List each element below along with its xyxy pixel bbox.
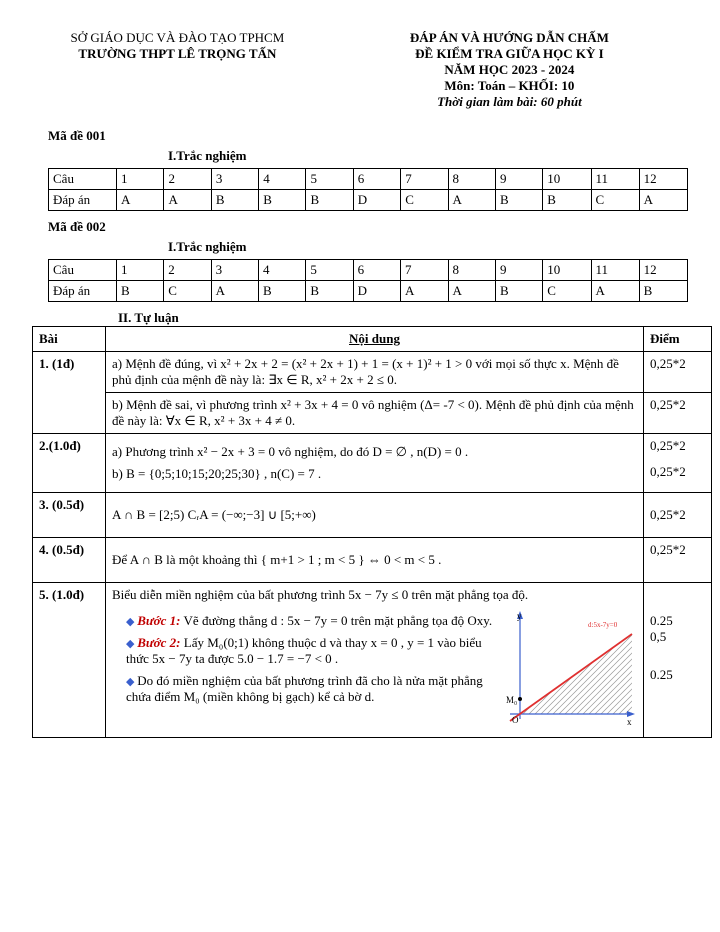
table-row: Đáp án A A B B B D C A B B C A [49, 190, 688, 211]
essay-title: II. Tự luận [118, 310, 692, 326]
bai-2-diem: 0,25*2 0,25*2 [644, 434, 712, 493]
time-line: Thời gian làm bài: 60 phút [327, 94, 692, 110]
bai-2b: b) B = {0;5;10;15;20;25;30} , n(C) = 7 . [112, 466, 637, 482]
title-line-1: ĐÁP ÁN VÀ HƯỚNG DẪN CHẤM [327, 30, 692, 46]
bai-4-diem: 0,25*2 [644, 538, 712, 583]
exam-code-2: Mã đề 002 [48, 219, 692, 235]
table-row: Câu 1 2 3 4 5 6 7 8 9 10 11 12 [49, 260, 688, 281]
bai-5-diem: 0.25 0,5 0.25 [644, 583, 712, 738]
bai-5-content: Biểu diễn miền nghiệm của bất phương trì… [106, 583, 644, 738]
answer-table-1: Câu 1 2 3 4 5 6 7 8 9 10 11 12 Đáp án A … [48, 168, 688, 211]
essay-row: b) Mệnh đề sai, vì phương trình x² + 3x … [33, 393, 712, 434]
bai-2a: a) Phương trình x² − 2x + 3 = 0 vô nghiệ… [112, 444, 637, 460]
subject-line: Môn: Toán – KHỐI: 10 [327, 78, 692, 94]
bai-5-label: 5. (1.0đ) [33, 583, 106, 738]
year-line: NĂM HỌC 2023 - 2024 [327, 62, 692, 78]
essay-header-row: Bài Nội dung Điểm [33, 327, 712, 352]
bai-3-label: 3. (0.5đ) [33, 493, 106, 538]
mc-title-2: I.Trắc nghiệm [168, 239, 692, 255]
step-1: Bước 1: Vẽ đường thẳng d : 5x − 7y = 0 t… [126, 613, 496, 629]
bai-2-label: 2.(1.0đ) [33, 434, 106, 493]
essay-row: 5. (1.0đ) Biểu diễn miền nghiệm của bất … [33, 583, 712, 738]
svg-text:y: y [517, 611, 522, 621]
bai-1a-content: a) Mệnh đề đúng, vì x² + 2x + 2 = (x² + … [106, 352, 644, 393]
bai-2-content: a) Phương trình x² − 2x + 3 = 0 vô nghiệ… [106, 434, 644, 493]
answer-table-2: Câu 1 2 3 4 5 6 7 8 9 10 11 12 Đáp án B … [48, 259, 688, 302]
bai-3-diem: 0,25*2 [644, 493, 712, 538]
row-label-q: Câu [49, 169, 117, 190]
school-line: TRƯỜNG THPT LÊ TRỌNG TẤN [28, 46, 327, 62]
svg-text:x: x [627, 717, 632, 727]
svg-text:d:5x-7y=0: d:5x-7y=0 [588, 621, 618, 629]
header-left: SỞ GIÁO DỤC VÀ ĐÀO TẠO TPHCM TRƯỜNG THPT… [28, 30, 327, 110]
table-row: Đáp án B C A B B D A A B C A B [49, 281, 688, 302]
col-diem-header: Điểm [644, 327, 712, 352]
bai-1-label: 1. (1đ) [33, 352, 106, 434]
bai-1b-diem: 0,25*2 [644, 393, 712, 434]
mc-title-1: I.Trắc nghiệm [168, 148, 692, 164]
essay-row: 1. (1đ) a) Mệnh đề đúng, vì x² + 2x + 2 … [33, 352, 712, 393]
col-bai-header: Bài [33, 327, 106, 352]
col-content-header: Nội dung [106, 327, 644, 352]
dept-line: SỞ GIÁO DỤC VÀ ĐÀO TẠO TPHCM [28, 30, 327, 46]
bai-1b-content: b) Mệnh đề sai, vì phương trình x² + 3x … [106, 393, 644, 434]
essay-row: 4. (0.5đ) Để A ∩ B là một khoảng thì { m… [33, 538, 712, 583]
exam-code-1: Mã đề 001 [48, 128, 692, 144]
feasible-region-graph: M₀ O y x d:5x-7y=0 [502, 609, 637, 733]
page-header: SỞ GIÁO DỤC VÀ ĐÀO TẠO TPHCM TRƯỜNG THPT… [28, 30, 692, 110]
essay-row: 2.(1.0đ) a) Phương trình x² − 2x + 3 = 0… [33, 434, 712, 493]
step-2: Bước 2: Lấy M₀(0;1) không thuộc d và tha… [126, 635, 496, 667]
table-row: Câu 1 2 3 4 5 6 7 8 9 10 11 12 [49, 169, 688, 190]
bai-4-label: 4. (0.5đ) [33, 538, 106, 583]
step-3: Do đó miền nghiệm của bất phương trình đ… [126, 673, 496, 705]
bai-5-intro: Biểu diễn miền nghiệm của bất phương trì… [112, 587, 637, 603]
bai-3-content: A ∩ B = [2;5) CᵣA = (−∞;−3] ∪ [5;+∞) [106, 493, 644, 538]
title-line-2: ĐỀ KIỂM TRA GIỮA HỌC KỲ I [327, 46, 692, 62]
svg-text:M₀: M₀ [506, 695, 517, 705]
bai-5-steps: Bước 1: Vẽ đường thẳng d : 5x − 7y = 0 t… [112, 613, 496, 705]
essay-table: Bài Nội dung Điểm 1. (1đ) a) Mệnh đề đún… [32, 326, 712, 738]
bai-1a-diem: 0,25*2 [644, 352, 712, 393]
row-label-a: Đáp án [49, 190, 117, 211]
header-right: ĐÁP ÁN VÀ HƯỚNG DẪN CHẤM ĐỀ KIỂM TRA GIỮ… [327, 30, 692, 110]
svg-text:O: O [512, 715, 519, 725]
essay-row: 3. (0.5đ) A ∩ B = [2;5) CᵣA = (−∞;−3] ∪ … [33, 493, 712, 538]
bai-4-content: Để A ∩ B là một khoảng thì { m+1 > 1 ; m… [106, 538, 644, 583]
